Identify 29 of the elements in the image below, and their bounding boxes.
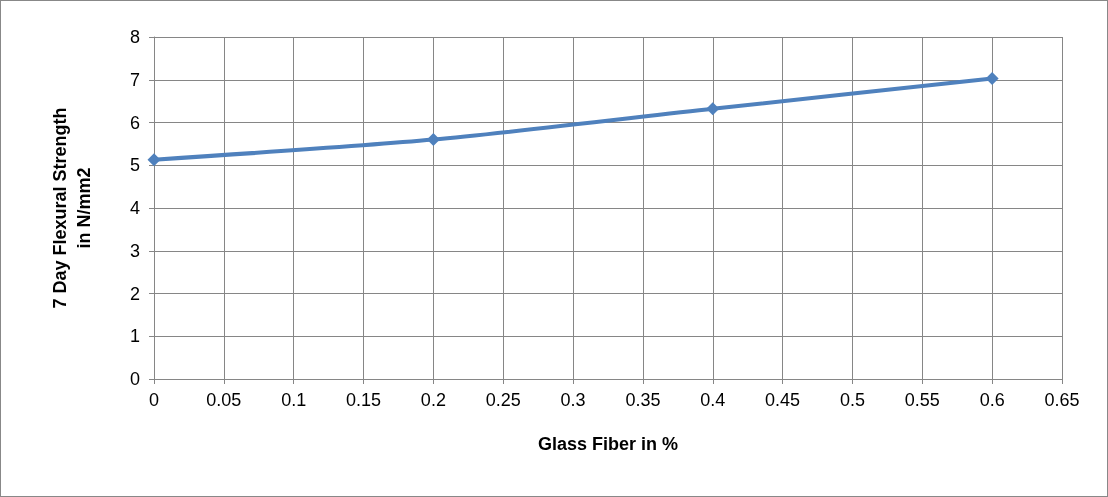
x-tick-label: 0.1	[281, 390, 307, 410]
point	[985, 71, 999, 85]
y-tick-label: 3	[129, 240, 140, 261]
x-tick-label: 0.3	[560, 390, 586, 410]
point	[147, 153, 161, 167]
point	[706, 102, 720, 116]
x-axis-title: Glass Fiber in %	[537, 434, 679, 454]
x-tick-label: 0.4	[700, 390, 726, 410]
x-tick-label: 0.5	[839, 390, 865, 410]
y-tick-label: 1	[129, 326, 140, 347]
x-tick-label: 0.25	[485, 390, 521, 410]
x-tick-label: 0.35	[625, 390, 661, 410]
y-tick-label: 4	[129, 198, 140, 218]
x-tick-label: 0.2	[420, 390, 446, 410]
x-tick-label: 0.45	[765, 390, 801, 410]
x-tick-label: 0.6	[979, 390, 1005, 410]
y-tick-label: 6	[129, 112, 140, 133]
x-tick-label: 0.05	[206, 390, 242, 410]
x-tick-label: 0	[148, 390, 160, 410]
y-axis-title: 7 Day Flexural Strength in N/mm2	[50, 107, 94, 309]
y-tick-label: 7	[129, 69, 140, 90]
y-tick-label: 8	[129, 27, 140, 47]
y-tick-label: 5	[129, 155, 140, 176]
y-tick-label: 0	[129, 369, 140, 389]
x-tick-label: 0.15	[346, 390, 382, 410]
x-tick-label: 0.55	[904, 390, 940, 410]
point	[426, 133, 440, 147]
y-tick-label: 2	[129, 283, 140, 304]
x-tick-label: 0.65	[1044, 390, 1080, 410]
